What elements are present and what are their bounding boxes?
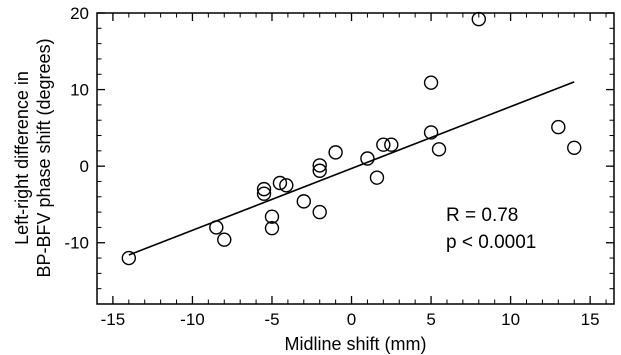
data-point [423, 75, 439, 90]
y-tick-label: 0 [80, 157, 89, 176]
y-axis-title: Left-right difference in BP-BFV phase sh… [12, 38, 54, 277]
plot-frame [96, 12, 615, 305]
x-tick-label: -10 [180, 310, 205, 329]
y-axis-title-line-2: BP-BFV phase shift (degrees) [34, 38, 54, 277]
data-point [279, 178, 294, 193]
x-tick-label: 15 [581, 310, 600, 329]
x-tick-label: 10 [501, 310, 520, 329]
data-point [264, 220, 280, 236]
x-tick-label: -15 [101, 310, 126, 329]
x-tick-labels: -15 -10 -5 0 5 10 15 [101, 310, 600, 329]
data-point [209, 220, 224, 235]
y-tick-labels: -10 0 10 20 [64, 4, 89, 253]
regression-line [128, 81, 575, 256]
data-point [376, 137, 391, 152]
data-points [121, 11, 582, 266]
data-point [312, 158, 327, 173]
y-tick-label: 10 [70, 81, 89, 100]
data-point [121, 250, 137, 266]
data-point [256, 186, 272, 201]
data-point [272, 175, 288, 191]
data-point [360, 151, 375, 166]
data-point [296, 194, 311, 209]
x-tick-label: 0 [347, 310, 356, 329]
y-axis-title-line-1: Left-right difference in [12, 71, 32, 245]
data-point [431, 142, 447, 157]
x-tick-label: -5 [264, 310, 279, 329]
x-tick-label: 5 [426, 310, 435, 329]
x-axis-title: Midline shift (mm) [284, 334, 426, 354]
data-point [551, 119, 566, 135]
annotation-r: R = 0.78 [446, 205, 518, 226]
annotation-p: p < 0.0001 [446, 232, 536, 253]
data-point [312, 163, 327, 178]
data-point [369, 170, 385, 185]
data-point [312, 204, 327, 220]
data-point [567, 140, 582, 155]
data-point [328, 145, 343, 160]
data-point [264, 209, 280, 224]
axis-ticks [96, 12, 614, 305]
y-tick-label: -10 [64, 234, 89, 253]
data-point [423, 125, 439, 140]
data-point [471, 11, 486, 27]
data-point [256, 181, 272, 197]
y-tick-label: 20 [70, 4, 89, 23]
data-point [217, 232, 232, 247]
data-point [384, 137, 399, 152]
